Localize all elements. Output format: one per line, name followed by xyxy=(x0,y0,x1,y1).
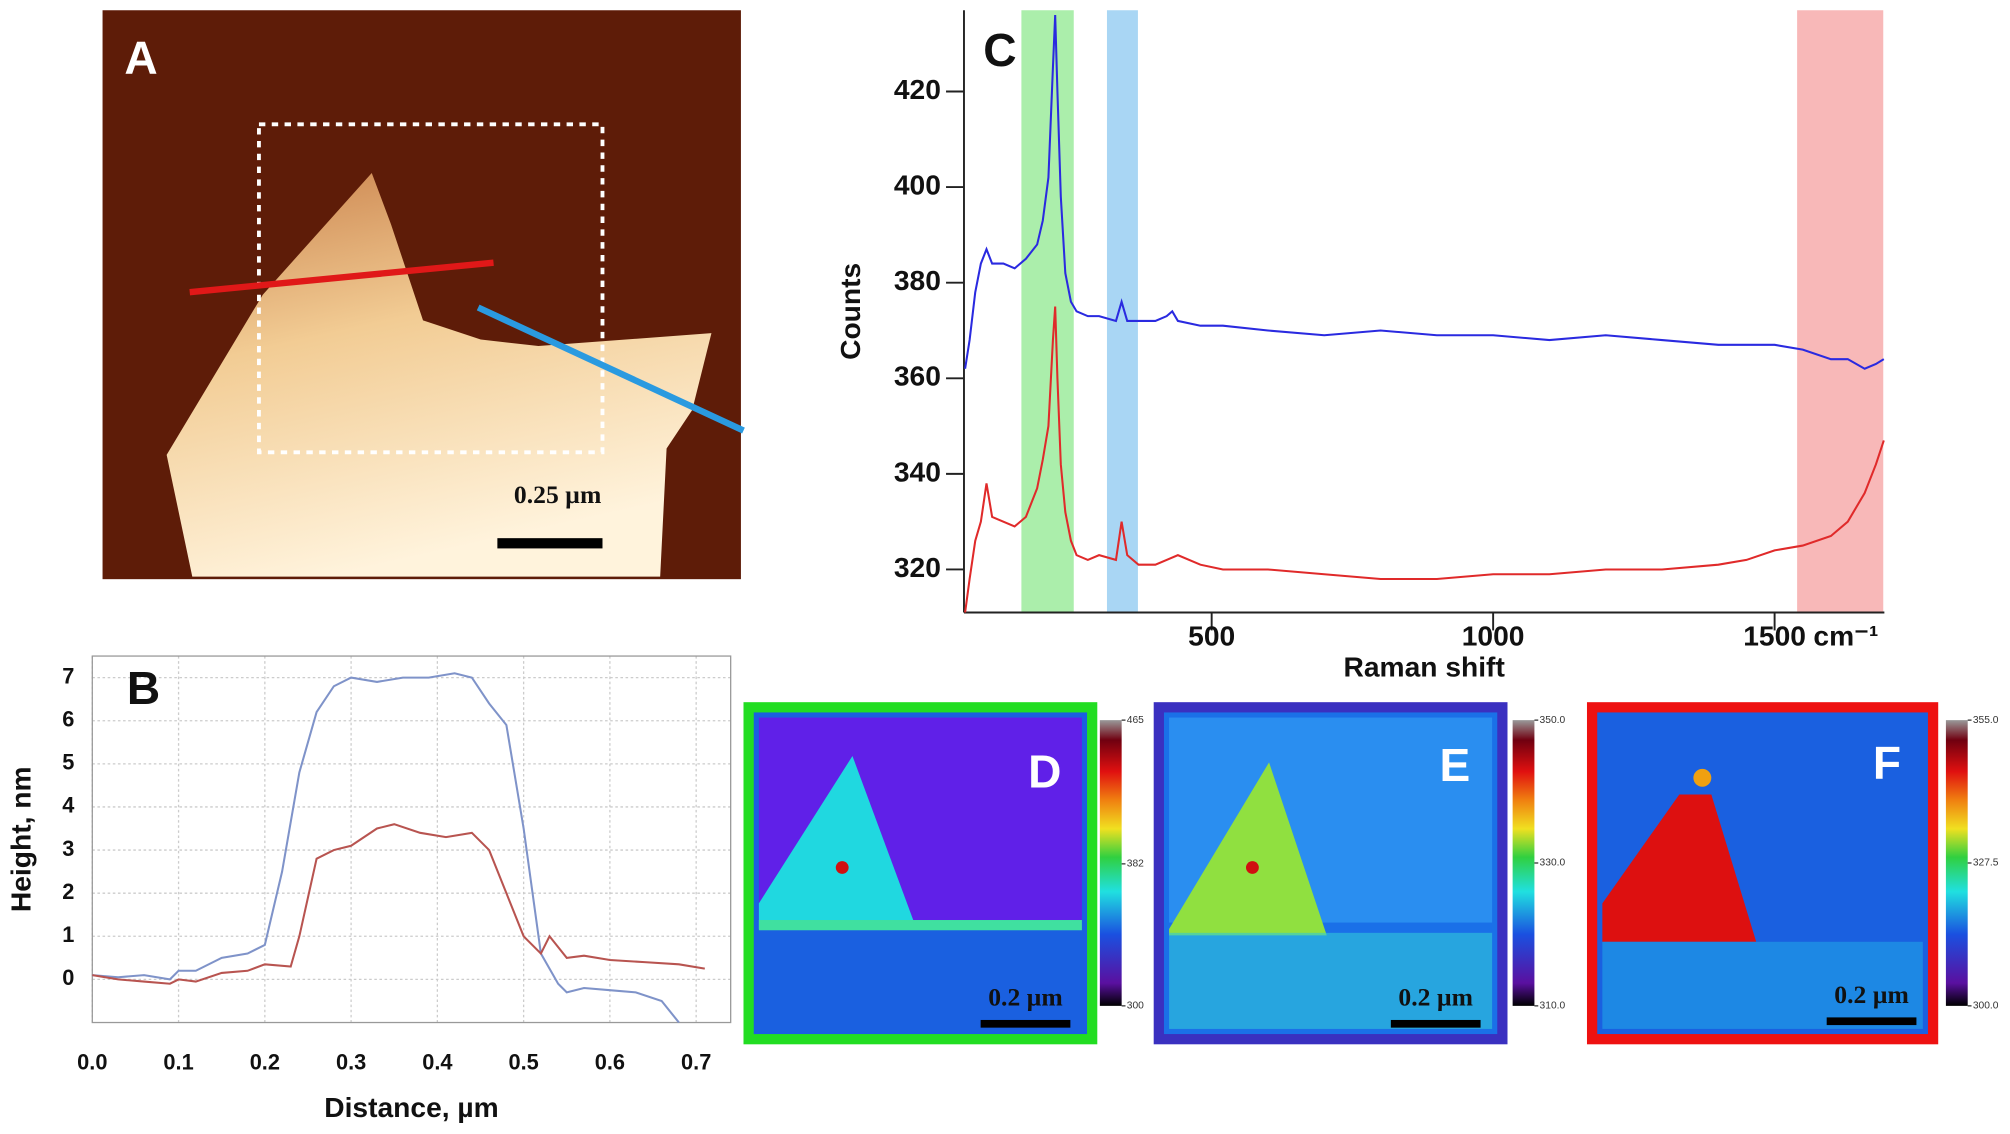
colorbar-tick-label: 465 xyxy=(1127,715,1144,726)
plot-frame xyxy=(91,655,732,1024)
map-spot xyxy=(1245,861,1259,874)
y-axis-label: Counts xyxy=(834,263,866,360)
profile-red xyxy=(189,259,494,296)
x-tick-label: 1000 xyxy=(1462,620,1525,652)
colorbar-tick-label: 300.0 xyxy=(1973,1001,1999,1012)
colorbar xyxy=(1945,720,1968,1006)
y-tick-label: 380 xyxy=(894,264,941,296)
y-tick-label: 5 xyxy=(62,750,74,775)
scale-bar xyxy=(1390,1019,1481,1028)
colorbar-tick-label: 327.5 xyxy=(1973,858,1999,869)
map-e xyxy=(1153,702,1508,1045)
map-flake xyxy=(1602,794,1757,942)
colorbar-tick-label: 330.0 xyxy=(1540,858,1566,869)
colorbar-tick-label: 310.0 xyxy=(1540,1001,1566,1012)
data-line xyxy=(92,672,680,1024)
x-tick-label: 0.2 xyxy=(250,1049,280,1074)
panel-label: C xyxy=(983,24,1016,76)
scale-bar xyxy=(980,1019,1071,1028)
x-tick-label: 0.6 xyxy=(595,1049,625,1074)
panel-label: F xyxy=(1873,736,1901,788)
scale-bar xyxy=(497,538,603,549)
scale-bar-label: 0.2 µm xyxy=(1398,982,1473,1011)
map-region xyxy=(1169,932,1493,1029)
y-tick-label: 0 xyxy=(62,965,74,990)
chart: 0 1 2 3 4 5 6 7 0.0 0.1 0.2 0.3 0.4 0.5 0.6 0.7 Distance… xyxy=(5,655,732,1123)
map-spot xyxy=(835,861,849,874)
scale-bar-label: 0.2 µm xyxy=(1834,980,1909,1009)
scale-bar-label: 0.2 µm xyxy=(988,982,1063,1011)
data-line xyxy=(92,823,705,985)
y-tick-label: 3 xyxy=(62,836,74,861)
y-axis-label: Height, nm xyxy=(5,766,37,912)
highlight-band xyxy=(1106,10,1138,613)
x-tick-label: 0.1 xyxy=(163,1049,193,1074)
x-tick-label: 500 xyxy=(1188,620,1235,652)
panel-label: B xyxy=(127,662,160,714)
highlight-band xyxy=(1021,10,1074,613)
y-tick-label: 360 xyxy=(894,360,941,392)
y-tick-label: 420 xyxy=(894,73,941,105)
colorbar-tick-label: 355.0 xyxy=(1973,715,1999,726)
afm-image: A 0.25 µm xyxy=(102,10,745,580)
flake xyxy=(166,172,712,577)
map-overlay: E 0.2 µm 310.0 330.0 350.0 xyxy=(1390,715,1566,1028)
map-f xyxy=(1586,702,1939,1045)
map-edge xyxy=(758,920,1082,931)
map-overlay: F 0.2 µm 300.0 327.5 355.0 xyxy=(1826,715,1999,1026)
map-flake xyxy=(758,756,917,929)
scale-bar-label: 0.25 µm xyxy=(514,480,601,509)
colorbar xyxy=(1099,720,1122,1006)
data-line xyxy=(964,306,1885,613)
y-tick-label: 7 xyxy=(62,663,74,688)
colorbar-tick-label: 382 xyxy=(1127,859,1144,870)
map-region xyxy=(1602,941,1923,1029)
colorbar xyxy=(1512,720,1535,1006)
panel-label: E xyxy=(1440,739,1471,791)
y-tick-label: 2 xyxy=(62,879,74,904)
chart: 320 340 360 380 400 420 500 1000 1500 Raman shift… xyxy=(834,10,1885,682)
scale-bar xyxy=(1826,1017,1917,1026)
colorbar-tick-label: 350.0 xyxy=(1540,715,1566,726)
x-axis-label: Distance, µm xyxy=(324,1091,499,1123)
x-tick-label: 0.0 xyxy=(77,1049,107,1074)
data-line xyxy=(964,14,1885,370)
map-flake xyxy=(1169,762,1327,936)
map-overlay: D 0.2 µm 300 382 465 xyxy=(980,715,1144,1028)
map-spot xyxy=(1693,768,1712,787)
x-tick-label: 1500 xyxy=(1743,620,1806,652)
y-tick-label: 320 xyxy=(894,551,941,583)
map-d xyxy=(743,702,1098,1045)
x-tick-label: 0.7 xyxy=(681,1049,711,1074)
y-tick-label: 6 xyxy=(62,706,74,731)
x-tick-label: 0.4 xyxy=(422,1049,452,1074)
y-tick-label: 4 xyxy=(62,793,74,818)
panel-label: D xyxy=(1028,745,1061,797)
colorbar-tick-label: 300 xyxy=(1127,1001,1144,1012)
x-tick-label: 0.3 xyxy=(336,1049,366,1074)
profile-blue xyxy=(476,304,745,434)
y-tick-label: 1 xyxy=(62,922,74,947)
panel-label: A xyxy=(124,32,157,84)
x-axis-label: Raman shift xyxy=(1343,650,1505,682)
y-tick-label: 400 xyxy=(894,169,941,201)
y-tick-label: 340 xyxy=(894,455,941,487)
highlight-band xyxy=(1797,10,1884,613)
x-unit: cm⁻¹ xyxy=(1813,620,1878,652)
x-tick-label: 0.5 xyxy=(508,1049,538,1074)
